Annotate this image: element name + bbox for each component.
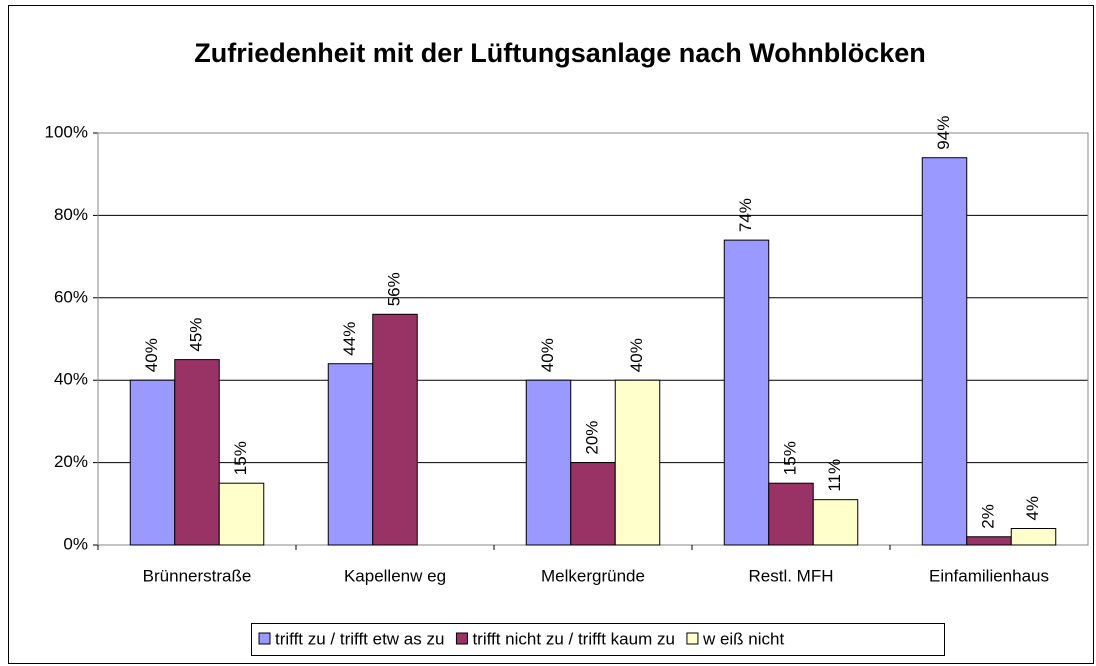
value-label: 40% — [627, 338, 646, 372]
y-tick-label: 40% — [54, 370, 88, 389]
chart-title: Zufriedenheit mit der Lüftungsanlage nac… — [194, 38, 926, 68]
bar — [218, 482, 265, 546]
value-label: 15% — [231, 441, 250, 475]
y-tick-label: 100% — [45, 122, 88, 141]
bar — [525, 379, 572, 546]
value-label: 56% — [384, 272, 403, 306]
bar — [921, 157, 968, 546]
x-tick-label: Restl. MFH — [749, 566, 834, 585]
bar — [1010, 528, 1057, 546]
bar — [614, 379, 661, 546]
value-label: 44% — [340, 322, 359, 356]
legend-swatch — [455, 632, 468, 645]
bar — [129, 379, 176, 546]
value-label: 40% — [142, 338, 161, 372]
bar — [174, 359, 220, 546]
legend-label: w eiß nicht — [702, 629, 785, 648]
x-tick-label: Melkergründe — [541, 566, 645, 585]
x-tick-label: Kapellenw eg — [344, 566, 446, 585]
chart-border — [8, 5, 1094, 664]
legend-swatch — [258, 632, 271, 645]
value-label: 15% — [780, 441, 799, 475]
bar — [570, 462, 616, 546]
y-tick-label: 20% — [54, 452, 88, 471]
bar — [723, 239, 770, 546]
legend-box — [251, 623, 945, 656]
value-label: 94% — [934, 116, 953, 150]
y-tick-label: 60% — [54, 287, 88, 306]
legend-label: trifft zu / trifft etw as zu — [275, 629, 444, 648]
legend-swatch — [686, 632, 699, 645]
bar — [966, 536, 1012, 546]
value-label: 4% — [1023, 496, 1042, 521]
value-label: 20% — [582, 421, 601, 455]
y-tick-label: 80% — [54, 205, 88, 224]
value-label: 40% — [538, 338, 557, 372]
value-label: 45% — [186, 318, 205, 352]
y-tick-label: 0% — [63, 534, 88, 553]
legend-label: trifft nicht zu / trifft kaum zu — [472, 629, 675, 648]
bar — [768, 482, 814, 546]
x-tick-label: Brünnerstraße — [143, 566, 252, 585]
bar — [327, 363, 374, 546]
x-tick-label: Einfamilienhaus — [929, 566, 1049, 585]
value-label: 2% — [978, 504, 997, 529]
value-label: 74% — [736, 198, 755, 232]
bar — [372, 313, 418, 546]
bar — [812, 499, 859, 546]
value-label: 11% — [825, 459, 844, 492]
